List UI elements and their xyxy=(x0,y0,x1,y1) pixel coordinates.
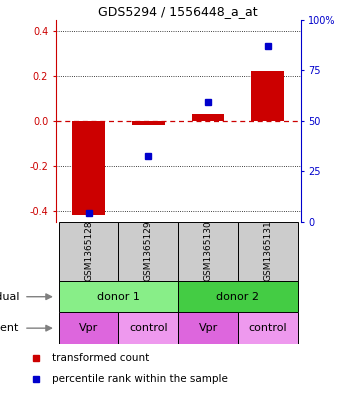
Bar xyxy=(132,121,165,125)
Text: donor 1: donor 1 xyxy=(97,292,140,302)
Text: donor 2: donor 2 xyxy=(216,292,260,302)
Text: GSM1365131: GSM1365131 xyxy=(263,220,272,281)
Text: GSM1365130: GSM1365130 xyxy=(203,220,212,281)
Bar xyxy=(59,281,178,312)
Text: Vpr: Vpr xyxy=(79,323,98,333)
Text: GSM1365128: GSM1365128 xyxy=(84,220,93,281)
Text: transformed count: transformed count xyxy=(52,353,149,363)
Text: GSM1365129: GSM1365129 xyxy=(144,220,153,281)
Bar xyxy=(72,121,105,215)
Bar xyxy=(178,312,238,344)
Bar xyxy=(59,222,118,281)
Bar xyxy=(238,222,298,281)
Bar xyxy=(118,222,178,281)
Text: control: control xyxy=(248,323,287,333)
Text: individual: individual xyxy=(0,292,19,302)
Text: Vpr: Vpr xyxy=(198,323,218,333)
Text: agent: agent xyxy=(0,323,19,333)
Bar xyxy=(59,312,118,344)
Bar xyxy=(238,312,298,344)
Text: control: control xyxy=(129,323,168,333)
Bar xyxy=(178,222,238,281)
Text: percentile rank within the sample: percentile rank within the sample xyxy=(52,374,228,384)
Bar xyxy=(251,72,284,121)
Bar xyxy=(178,281,298,312)
Bar xyxy=(118,312,178,344)
Title: GDS5294 / 1556448_a_at: GDS5294 / 1556448_a_at xyxy=(98,6,258,18)
Bar xyxy=(192,114,225,121)
